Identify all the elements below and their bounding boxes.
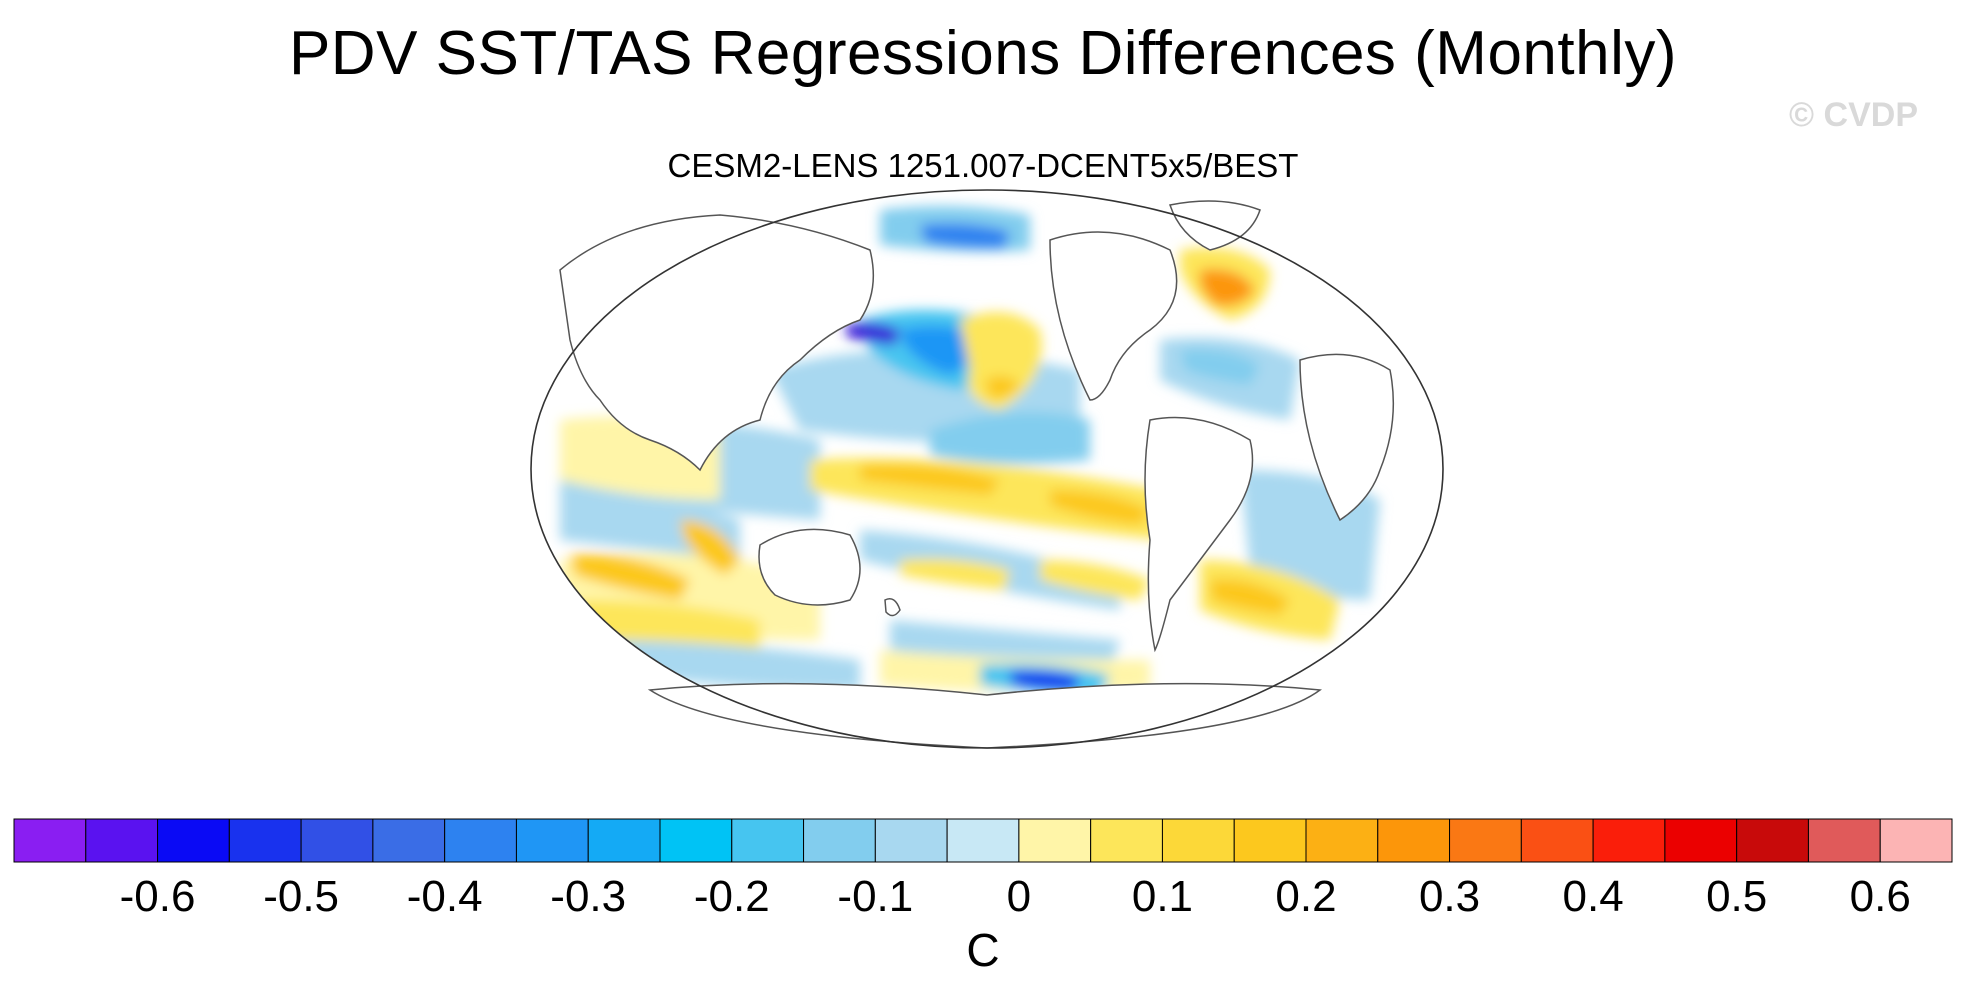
- panel-subtitle: CESM2-LENS 1251.007-DCENT5x5/BEST: [667, 147, 1299, 184]
- colorbar-cell: [1377, 818, 1451, 863]
- colorbar-tick-label: 0.5: [1706, 872, 1768, 921]
- sst-field: [531, 190, 1443, 748]
- colorbar-cell: [1664, 818, 1738, 863]
- colorbar-tick-label: -0.3: [550, 872, 627, 921]
- colorbar-cell: [515, 818, 589, 863]
- colorbar-tick-label: 0.1: [1131, 872, 1194, 921]
- watermark: © CVDP: [1789, 96, 1918, 134]
- colorbar-tick-label: -0.5: [263, 872, 340, 921]
- colorbar-cell: [1807, 818, 1881, 863]
- colorbar-cell: [874, 818, 948, 863]
- colorbar-cell: [157, 818, 230, 863]
- colorbar-cell: [731, 818, 805, 863]
- colorbar-cell: [803, 818, 876, 863]
- colorbar-tick-label: -0.1: [837, 872, 914, 921]
- colorbar-cell: [85, 818, 159, 863]
- colorbar-cell: [444, 818, 517, 863]
- colorbar-cell: [1161, 818, 1235, 863]
- colorbar-tick-label: -0.2: [693, 872, 770, 921]
- colorbar-cell: [946, 818, 1020, 863]
- colorbar-unit: C: [966, 924, 1000, 976]
- colorbar-tick-label: -0.4: [406, 872, 483, 921]
- colorbar-cell: [1879, 818, 1953, 863]
- colorbar-cell: [1449, 818, 1522, 863]
- colorbar-cell: [228, 818, 302, 863]
- colorbar-tick-label: -0.6: [119, 872, 196, 921]
- colorbar-cell: [1520, 818, 1594, 863]
- colorbar-cell: [1090, 818, 1163, 863]
- colorbar-cell: [587, 818, 661, 863]
- chart-title: PDV SST/TAS Regressions Differences (Mon…: [288, 19, 1678, 88]
- colorbar-tick-label: 0.2: [1275, 872, 1337, 921]
- map-border: [530, 189, 1444, 749]
- colorbar-tick-label: 0.6: [1849, 872, 1911, 921]
- colorbar-cell: [300, 818, 374, 863]
- colorbar-tick-label: 0.4: [1562, 872, 1624, 921]
- colorbar-cell: [13, 818, 87, 863]
- continents: [559, 200, 1395, 749]
- colorbar-cell: [659, 818, 733, 863]
- colorbar-cell: [1305, 818, 1379, 863]
- colorbar-cell: [1592, 818, 1666, 863]
- colorbar-cell: [1736, 818, 1809, 863]
- colorbar-tick-label: 0: [1006, 872, 1032, 921]
- colorbar-cell: [1233, 818, 1307, 863]
- colorbar-tick-label: 0.3: [1418, 872, 1481, 921]
- colorbar-cell: [1018, 818, 1092, 863]
- colorbar-cell: [372, 818, 446, 863]
